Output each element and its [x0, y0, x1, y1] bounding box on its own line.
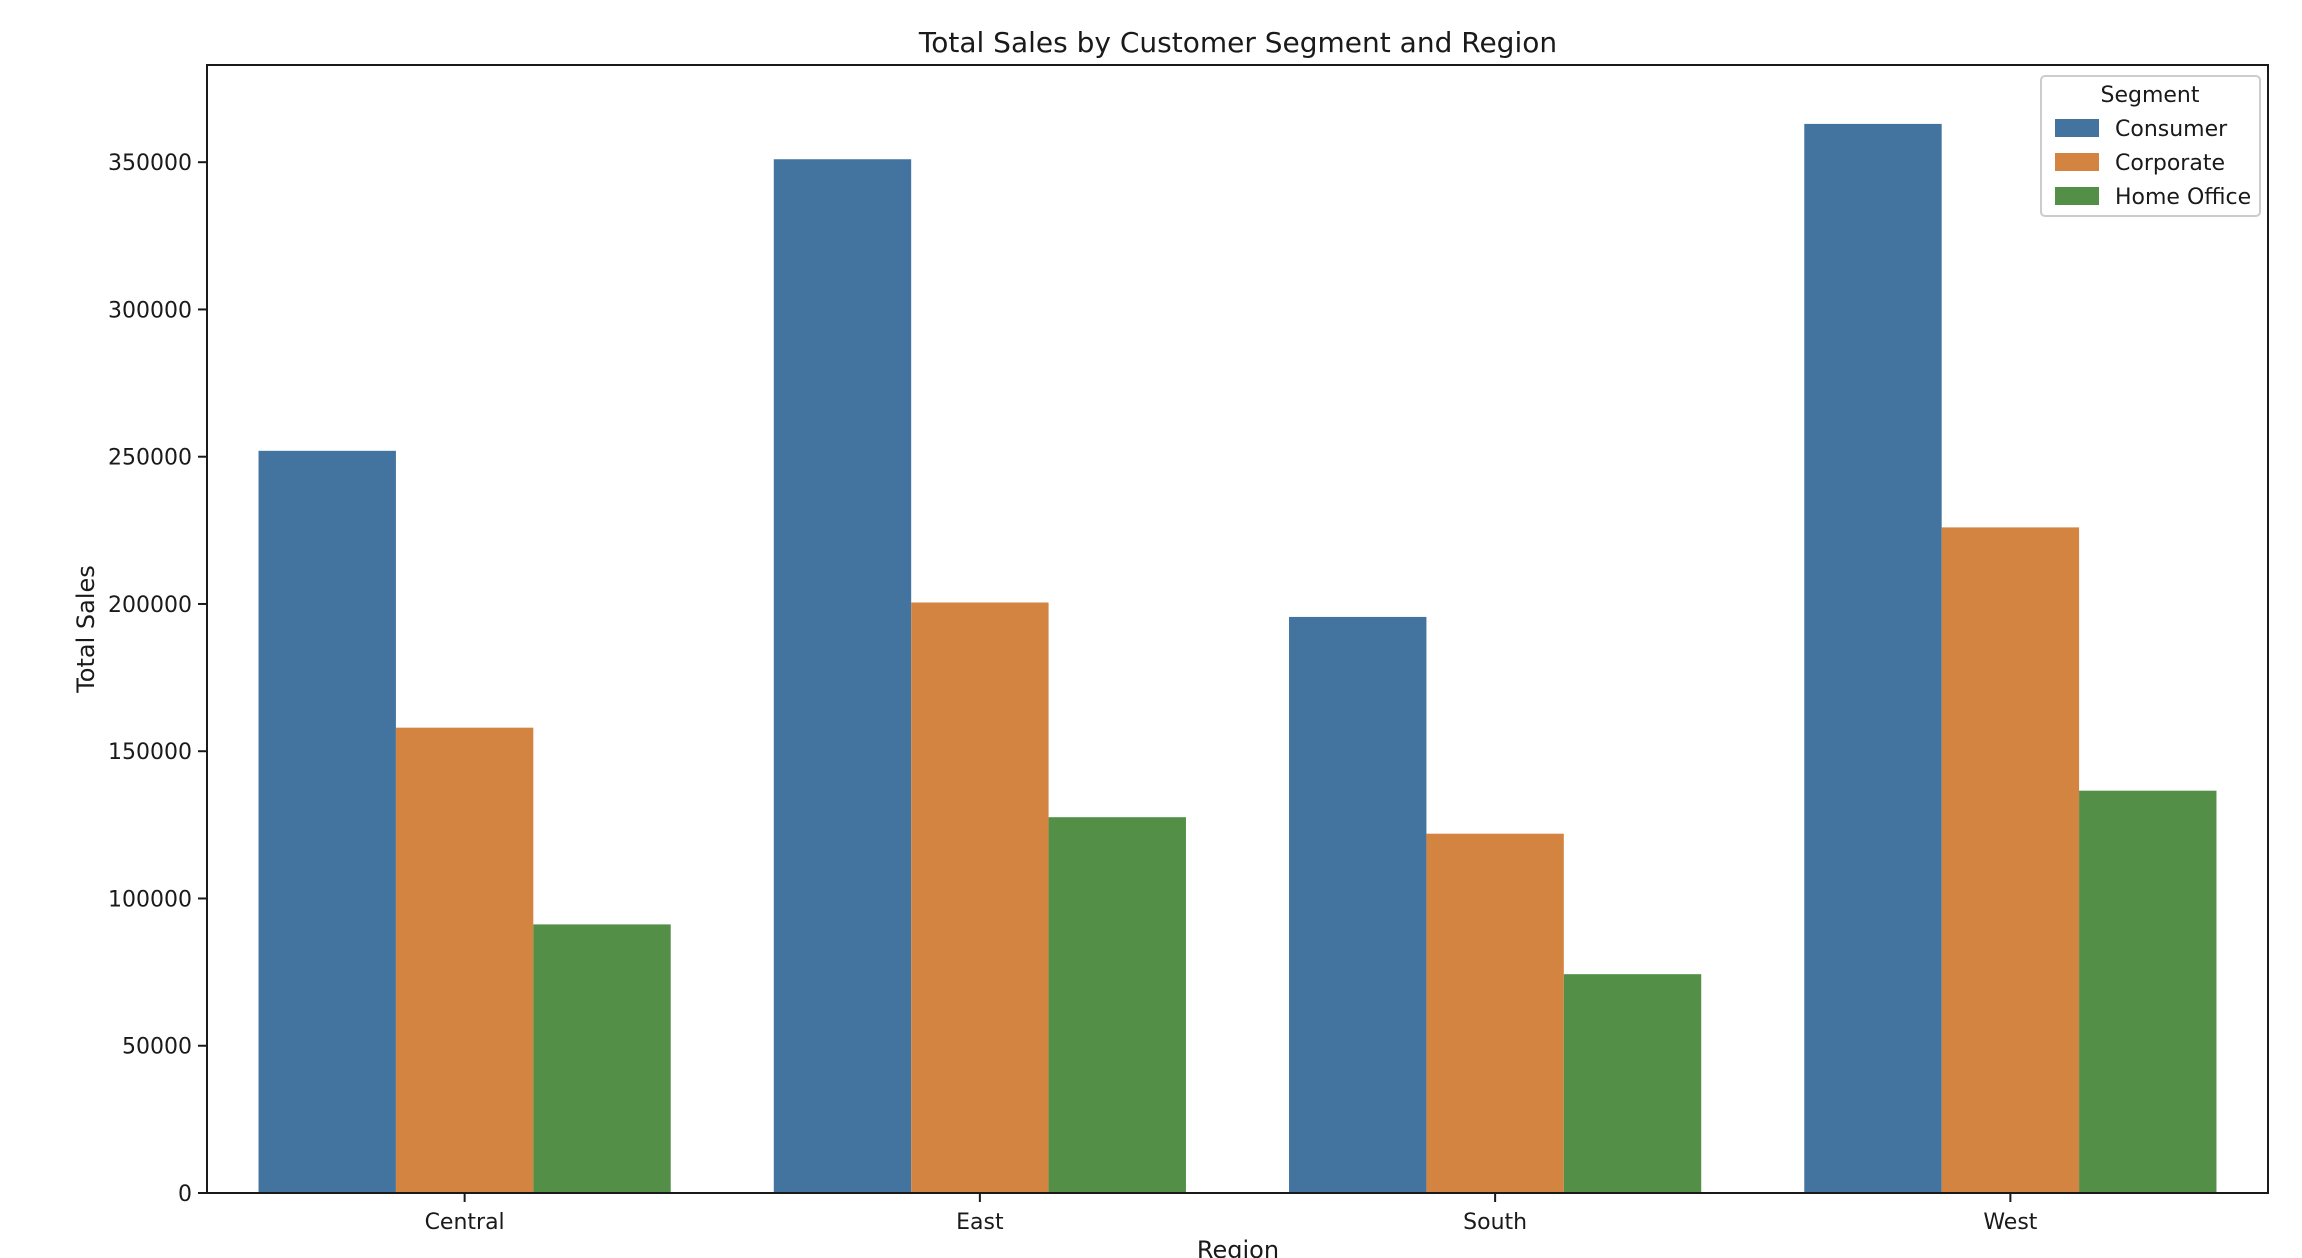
- bar-west-home-office: [2079, 790, 2217, 1193]
- bar-east-corporate: [911, 602, 1049, 1193]
- chart-title: Total Sales by Customer Segment and Regi…: [918, 26, 1557, 59]
- bar-central-corporate: [395, 727, 534, 1193]
- y-tick-label: 0: [178, 1182, 192, 1207]
- bar-central-home-office: [533, 924, 671, 1193]
- legend-label: Home Office: [2115, 185, 2251, 210]
- legend-label: Corporate: [2115, 151, 2225, 176]
- bar-west-consumer: [1804, 123, 1942, 1193]
- bar-west-corporate: [1941, 527, 2080, 1193]
- y-tick-label: 50000: [122, 1035, 192, 1060]
- plot-area: [258, 123, 2217, 1193]
- bar-east-home-office: [1048, 817, 1186, 1193]
- y-tick-label: 250000: [108, 446, 192, 471]
- y-tick-label: 350000: [108, 151, 192, 176]
- y-axis: 0 50000 100000 150000 200000 250000 300000 3500…: [108, 151, 207, 1207]
- x-tick-label: South: [1463, 1210, 1527, 1235]
- x-tick-label: Central: [425, 1210, 505, 1235]
- x-axis: Central East South West: [425, 1193, 2038, 1235]
- y-tick-label: 100000: [108, 887, 192, 912]
- plot-frame: [206, 64, 2269, 1194]
- legend: Segment Consumer Corporate Home Office: [2040, 75, 2261, 217]
- y-tick-label: 200000: [108, 593, 192, 618]
- legend-swatch: [2055, 119, 2099, 137]
- bar-east-consumer: [773, 159, 912, 1193]
- legend-swatch: [2055, 153, 2099, 171]
- bar-south-home-office: [1563, 974, 1702, 1193]
- legend-swatch: [2055, 187, 2099, 205]
- bar-south-consumer: [1289, 616, 1427, 1193]
- x-tick-label: East: [956, 1210, 1004, 1235]
- y-tick-label: 300000: [108, 298, 192, 323]
- bar-central-consumer: [258, 450, 396, 1193]
- legend-label: Consumer: [2115, 117, 2228, 142]
- x-tick-label: West: [1983, 1210, 2037, 1235]
- y-axis-label: Total Sales: [72, 565, 100, 694]
- y-tick-label: 150000: [108, 740, 192, 765]
- bar-south-corporate: [1426, 833, 1564, 1193]
- legend-title: Segment: [2101, 83, 2200, 108]
- x-axis-label: Region: [1197, 1236, 1279, 1258]
- legend-box: [2040, 75, 2261, 217]
